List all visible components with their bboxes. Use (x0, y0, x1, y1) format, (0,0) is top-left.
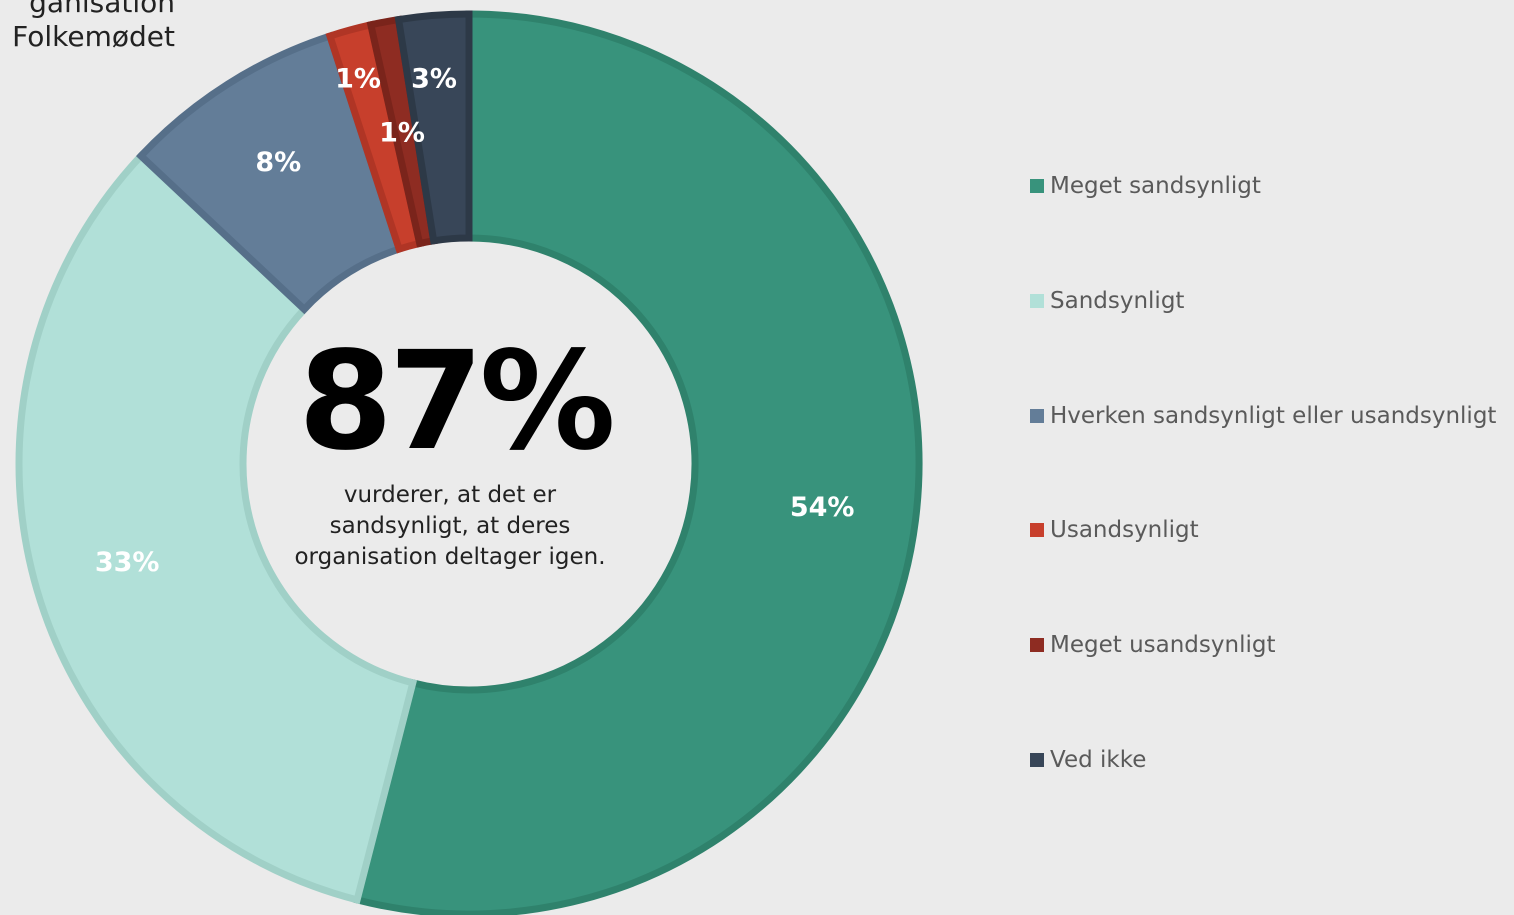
slice-value-label-6: 3% (411, 64, 457, 95)
chart-title-line-2: Folkemødet (12, 20, 175, 53)
legend-item-3: Hverken sandsynligt eller usandsynligt (1030, 398, 1496, 434)
legend-label-3: Hverken sandsynligt eller usandsynligt (1050, 402, 1497, 429)
slice-value-label-1: 54% (790, 492, 855, 523)
legend-label-5: Meget usandsynligt (1050, 632, 1276, 659)
legend: Meget sandsynligt Sandsynligt Hverken sand… (1030, 168, 1496, 857)
legend-label-2: Sandsynligt (1050, 287, 1185, 314)
donut-slice-2 (15, 151, 418, 905)
legend-swatch-3 (1030, 408, 1044, 423)
legend-item-1: Meget sandsynligt (1030, 168, 1496, 204)
legend-swatch-1 (1030, 179, 1044, 193)
center-description-line-1: vurderer, at det er (343, 482, 557, 508)
legend-swatch-4 (1030, 523, 1044, 538)
slice-value-label-3: 8% (255, 147, 301, 178)
legend-item-5: Meget usandsynligt (1030, 627, 1496, 663)
donut-slice-labels: 54% 33% 8% 1% 1% 3% (95, 64, 855, 578)
donut-slice-1 (352, 10, 923, 915)
donut-chart: 54% 33% 8% 1% 1% 3% 87% (15, 10, 923, 915)
donut-slice-6 (394, 10, 473, 245)
chart-title-line-1: ganisation (29, 0, 175, 19)
legend-item-6: Ved ikke (1030, 742, 1496, 778)
chart-title: ganisation Folkemødet (12, 0, 175, 54)
slice-value-label-4: 1% (335, 64, 381, 95)
legend-swatch-6 (1030, 752, 1044, 767)
legend-label-4: Usandsynligt (1050, 517, 1199, 544)
donut-slices (15, 10, 923, 915)
legend-swatch-2 (1030, 293, 1044, 308)
legend-item-2: Sandsynligt (1030, 283, 1496, 319)
slice-value-label-2: 33% (95, 547, 160, 578)
legend-swatch-5 (1030, 638, 1044, 653)
legend-label-1: Meget sandsynligt (1050, 173, 1261, 199)
center-description-line-2: sandsynligt, at deres (329, 513, 571, 539)
legend-item-4: Usandsynligt (1030, 512, 1496, 548)
center-description: vurderer, at det er sandsynligt, at dere… (270, 480, 630, 573)
legend-label-6: Ved ikke (1050, 746, 1147, 773)
slice-value-label-5: 1% (379, 118, 425, 149)
center-description-line-3: organisation deltager igen. (294, 544, 606, 570)
center-value: 87% (298, 323, 612, 481)
